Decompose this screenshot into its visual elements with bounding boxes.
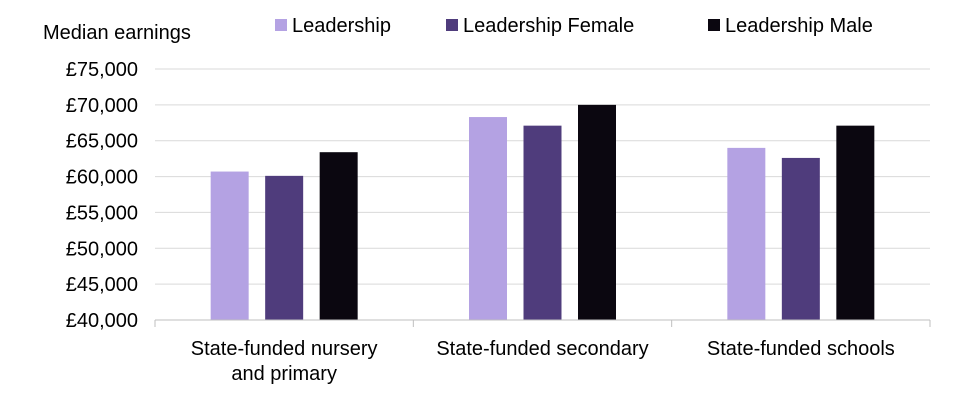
legend-label: Leadership (292, 15, 391, 37)
x-tick-label: State-funded schools (707, 338, 895, 360)
bar-leadership (727, 147, 766, 320)
legend: Leadership Leadership Female Leadership Ma… (275, 15, 873, 37)
y-tick-label: £60,000 (66, 167, 138, 189)
legend-swatch (708, 19, 720, 31)
bars (210, 104, 875, 320)
bar-leadership-female (781, 157, 820, 320)
y-tick-label: £65,000 (66, 131, 138, 153)
x-tick-label: State-funded nursery (191, 338, 378, 360)
x-tick-label: State-funded secondary (436, 338, 648, 360)
y-tick-label: £50,000 (66, 238, 138, 260)
bar-leadership-male (319, 152, 358, 320)
bar-leadership-female (523, 125, 562, 320)
bar-leadership (469, 117, 507, 320)
y-tick-label: £45,000 (66, 274, 138, 296)
y-tick-label: £55,000 (66, 202, 138, 224)
legend-swatch (446, 19, 458, 31)
y-tick-label: £75,000 (66, 59, 138, 81)
bar-leadership-male (578, 104, 616, 320)
x-tick-label: and primary (231, 363, 337, 385)
y-tick-label: £40,000 (66, 310, 138, 332)
x-axis: State-funded nursery and primary State-fun… (154, 319, 931, 385)
bar-leadership (210, 171, 249, 320)
legend-label: Leadership Male (725, 15, 873, 37)
bar-leadership-female (265, 175, 304, 320)
legend-label: Leadership Female (463, 15, 634, 37)
bar-leadership-male (836, 125, 875, 320)
legend-swatch (275, 19, 287, 31)
y-axis-title: Median earnings (43, 22, 191, 44)
y-axis: £40,000 £45,000 £50,000 £55,000 £60,000 £65,0… (66, 59, 138, 332)
y-tick-label: £70,000 (66, 95, 138, 117)
